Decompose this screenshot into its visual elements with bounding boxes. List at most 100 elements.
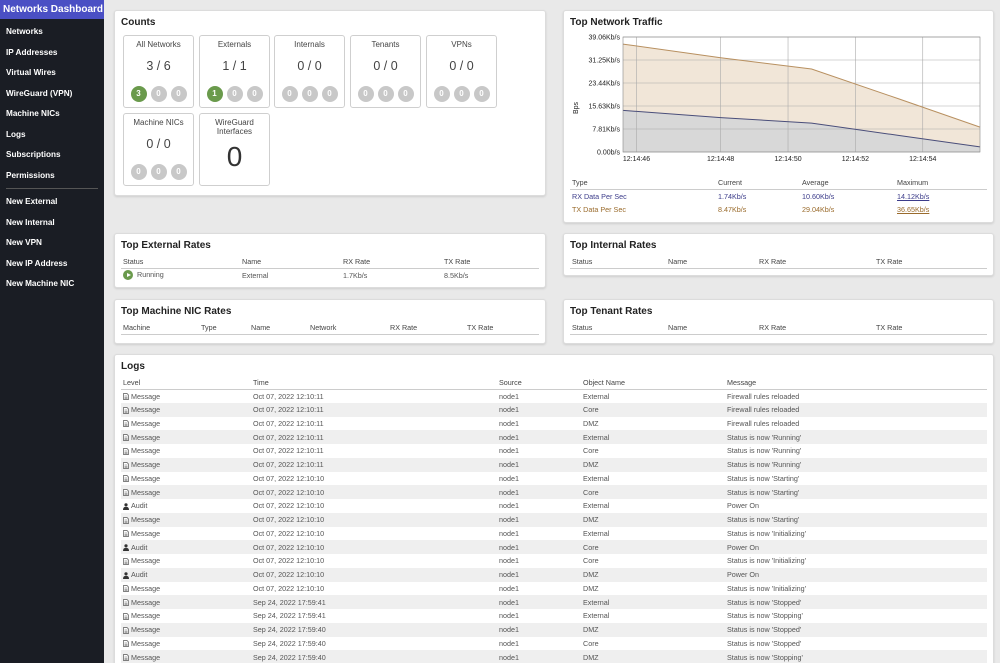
rx-type: RX Data Per Sec [572, 191, 627, 201]
log-source: node1 [499, 611, 519, 621]
log-source: node1 [497, 595, 581, 609]
log-object: DMZ [581, 650, 725, 663]
new-vpn-link[interactable]: New VPN [6, 238, 42, 247]
col-status: Status [570, 256, 666, 269]
sidebar-item-networks[interactable]: Networks [6, 27, 43, 36]
log-object: DMZ [581, 567, 725, 582]
sidebar-item-virtual-wires[interactable]: Virtual Wires [6, 68, 56, 77]
log-message: Status is now 'Starting' [725, 485, 987, 499]
log-row: Message Sep 24, 2022 17:59:41 node1 Externa… [121, 595, 987, 609]
log-level: Message [131, 652, 161, 662]
y-tick-label: 0.00b/s [597, 150, 620, 157]
log-message: Status is now 'Stopped' [727, 638, 802, 648]
sidebar-item-wireguard[interactable]: WireGuard (VPN) [6, 88, 73, 98]
new-external-link[interactable]: New External [6, 197, 58, 206]
sidebar-item-logs[interactable]: Logs [6, 129, 26, 139]
running-count-badge: 1 [206, 86, 223, 102]
col-rx-rate: RX Rate [757, 322, 874, 335]
document-icon [123, 613, 129, 620]
count-card[interactable]: WireGuard Interfaces 0 [199, 113, 270, 186]
x-tick-label: 12:14:46 [623, 156, 650, 163]
running-count-badge: 0 [433, 86, 450, 102]
error-count-badge: 0 [321, 86, 338, 102]
series-line-0 [622, 43, 981, 128]
log-message: Firewall rules reloaded [727, 391, 800, 401]
log-level: Message [131, 556, 161, 566]
log-level: Message [131, 405, 161, 415]
name-cell: External [242, 270, 269, 280]
external-rates-title: Top External Rates [121, 240, 211, 251]
log-row: Message Oct 07, 2022 12:10:10 node1 Core Sta… [121, 485, 987, 499]
new-internal-link[interactable]: New Internal [6, 217, 55, 227]
tx-maximum[interactable]: 36.65Kb/s [897, 205, 930, 215]
count-label: Externals [217, 40, 252, 49]
log-row: Audit Oct 07, 2022 12:10:10 node1 External P… [121, 499, 987, 513]
log-level: Message [131, 460, 161, 470]
internal-rates-table: Status Name RX Rate TX Rate [570, 256, 987, 269]
count-value: 0 [226, 141, 243, 172]
x-tick-label: 12:14:52 [842, 156, 869, 163]
document-icon [123, 654, 129, 662]
count-value: 0 / 0 [146, 137, 171, 151]
error-count-badge: 0 [246, 86, 263, 102]
log-source: node1 [499, 638, 519, 648]
col-rx-rate: RX Rate [341, 256, 442, 269]
col-type: Type [570, 177, 716, 190]
log-level: Message [131, 625, 161, 635]
count-label: WireGuard Interfaces [215, 118, 254, 136]
log-row: Message Oct 07, 2022 12:10:10 node1 DMZ Stat… [121, 582, 987, 596]
log-message: Status is now 'Starting' [727, 473, 800, 483]
rx-maximum[interactable]: 14.12Kb/s [897, 191, 930, 201]
log-time: Oct 07, 2022 12:10:11 [251, 430, 497, 444]
log-level: Message [131, 446, 161, 456]
counts-title: Counts [121, 17, 156, 28]
new-machine-nic-link[interactable]: New Machine NIC [6, 279, 75, 288]
col-tx-rate: TX Rate [874, 322, 987, 335]
sidebar-item-machine-nics[interactable]: Machine NICs [6, 109, 60, 118]
sidebar-item-subscriptions[interactable]: Subscriptions [6, 150, 61, 159]
col-average: Average [800, 177, 895, 190]
log-level: Message [131, 515, 161, 525]
counts-panel: Counts All Networks 3 / 6 3 0 0 Externals 1 / … [114, 10, 546, 196]
series-line-1 [622, 109, 981, 148]
log-level: Message [131, 487, 161, 497]
log-row: Audit Oct 07, 2022 12:10:10 node1 Core Power… [121, 540, 987, 554]
log-object: Core [583, 638, 599, 648]
log-time: Sep 24, 2022 17:59:40 [251, 622, 497, 637]
count-label: Tenants [371, 40, 400, 49]
rx-current: 1.74Kb/s [718, 191, 747, 201]
internal-rates-panel: Top Internal Rates Status Name RX Rate T… [563, 233, 994, 276]
count-label: VPNs [451, 40, 472, 49]
new-ip-address-link[interactable]: New IP Address [6, 258, 68, 268]
document-icon [123, 393, 129, 401]
sidebar-item-permissions[interactable]: Permissions [6, 170, 55, 180]
sidebar-item-ip-addresses[interactable]: IP Addresses [6, 47, 58, 57]
table-row[interactable]: Running External 1.7Kb/s 8.5Kb/s [121, 268, 539, 282]
document-icon [123, 626, 129, 634]
sidebar-nav: Networks IP Addresses Virtual Wires Wire… [0, 22, 104, 186]
document-icon [123, 420, 129, 428]
log-row: Message Oct 07, 2022 12:10:11 node1 Core Fir… [121, 402, 987, 417]
log-message: Power On [725, 567, 987, 582]
error-count-badge: 0 [473, 86, 490, 102]
y-tick-label: 31.25Kb/s [588, 58, 620, 65]
log-time: Oct 07, 2022 12:10:10 [253, 583, 325, 593]
sidebar-title[interactable]: Networks Dashboard [0, 0, 104, 19]
log-object: Core [581, 402, 725, 417]
count-label: Machine NICs [133, 118, 184, 127]
internal-rates-title: Top Internal Rates [570, 240, 657, 251]
running-count-badge: 0 [357, 86, 374, 102]
log-source: node1 [499, 528, 519, 538]
document-icon [123, 406, 129, 414]
log-source: node1 [497, 485, 581, 499]
tx-type: TX Data Per Sec [572, 205, 626, 215]
